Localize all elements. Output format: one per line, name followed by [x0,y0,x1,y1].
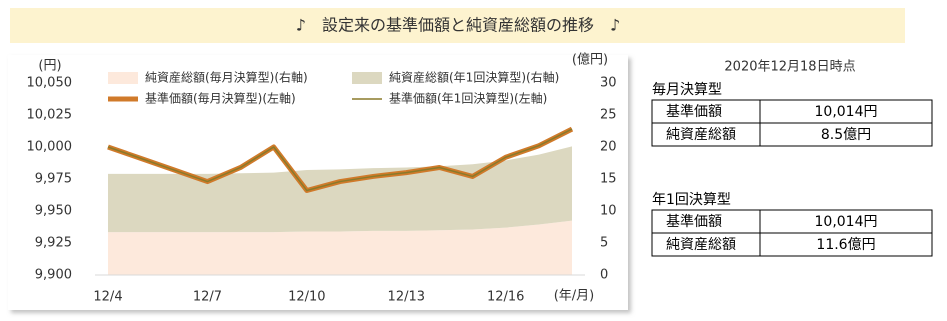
as-of: 2020年12月18日時点 [724,60,855,75]
y-tick-label: 9,925 [35,236,72,251]
row-label: 純資産総額 [666,127,736,143]
y-tick-label: 9,950 [35,204,72,219]
x-tick-label: 12/10 [288,290,325,305]
chart-title: ♪ 設定来の基準価額と純資産総額の推移 ♪ [296,16,620,35]
row-value: 10,014円 [815,104,878,120]
y2-tick-label: 5 [600,236,608,251]
table-cell [759,232,933,257]
banner-bg [10,8,905,43]
legend-label: 純資産総額(毎月決算型)(右軸) [145,70,308,85]
row-value: 11.6億円 [816,237,875,253]
y2-tick-label: 25 [600,108,617,123]
y2-tick-label: 0 [600,268,608,283]
y-tick-label: 10,000 [27,140,73,155]
legend-swatch [108,72,138,84]
row-label: 基準価額 [666,103,722,120]
y-tick-label: 10,025 [27,108,73,123]
y2-axis-label: (億円) [572,52,608,68]
x-tick-label: 12/16 [487,290,524,305]
row-label: 基準価額 [666,213,722,230]
legend-label: 基準価額(毎月決算型)(左軸) [145,91,296,106]
y-tick-label: 10,050 [27,76,73,91]
x-tick-label: 12/13 [388,290,425,305]
row-label: 純資産総額 [666,237,736,253]
fund-name: 年1回決算型 [652,192,731,208]
y-axis-label: (円) [38,59,61,74]
x-tick-label: 12/4 [93,290,122,305]
y-tick-label: 9,975 [35,172,72,187]
table-cell [759,122,933,147]
area [108,220,572,275]
y-tick-label: 9,900 [35,268,72,283]
y2-tick-label: 10 [600,204,617,219]
fund-name: 毎月決算型 [652,82,722,98]
legend-label: 基準価額(年1回決算型)(左軸) [389,91,547,106]
x-tick-label: 12/7 [193,290,222,305]
y2-tick-label: 30 [600,76,617,91]
row-value: 8.5億円 [821,127,871,143]
y2-tick-label: 15 [600,172,617,187]
legend-label: 純資産総額(年1回決算型)(右軸) [389,70,559,85]
row-value: 10,014円 [815,214,878,230]
area [108,146,572,233]
x-axis-label: (年/月) [554,289,595,304]
y2-tick-label: 20 [600,140,617,155]
legend-swatch [352,72,382,84]
line [107,128,573,192]
